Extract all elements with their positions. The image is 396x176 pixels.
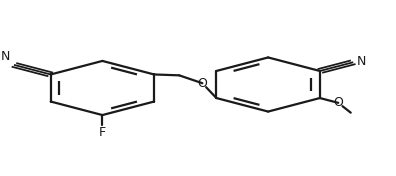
Text: F: F: [99, 126, 106, 139]
Text: N: N: [1, 50, 10, 63]
Text: O: O: [333, 96, 343, 109]
Text: O: O: [197, 77, 207, 90]
Text: N: N: [357, 55, 366, 68]
